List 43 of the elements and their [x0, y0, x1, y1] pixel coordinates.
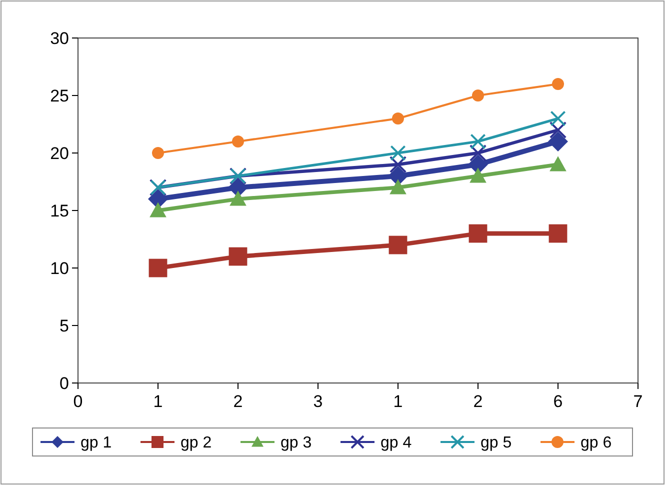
y-tick-label: 10 — [50, 258, 69, 278]
point — [232, 136, 244, 148]
y-tick-label: 0 — [60, 374, 69, 393]
x-tick-label: 2 — [233, 392, 243, 411]
y-tick-label: 20 — [50, 144, 69, 163]
x-tick-label: 1 — [393, 392, 403, 411]
y-tick-label: 30 — [50, 28, 69, 48]
legend-label: gp 5 — [480, 434, 512, 452]
x-tick-label: 7 — [633, 392, 643, 411]
point — [548, 132, 568, 152]
point — [549, 121, 567, 139]
legend-label: gp 1 — [80, 434, 112, 452]
point — [228, 247, 248, 266]
point — [472, 90, 484, 102]
y-tick-label: 5 — [60, 316, 69, 336]
point — [389, 156, 407, 174]
y-tick-label: 15 — [50, 201, 69, 220]
x-tick-label: 0 — [73, 392, 83, 411]
point — [390, 145, 406, 161]
legend-label: gp 4 — [380, 434, 412, 452]
x-tick-label: 3 — [313, 392, 323, 411]
legend-label: gp 6 — [580, 434, 612, 452]
point — [550, 156, 566, 172]
point — [469, 144, 487, 162]
point — [390, 179, 406, 194]
point — [550, 110, 566, 126]
point — [392, 112, 404, 124]
point — [548, 224, 568, 243]
point — [388, 236, 408, 254]
y-tick-label: 25 — [50, 86, 69, 106]
x-tick-label: 2 — [473, 392, 483, 411]
point — [148, 258, 168, 278]
point — [152, 147, 164, 159]
point — [150, 202, 166, 218]
point — [470, 168, 486, 183]
point — [552, 78, 564, 90]
legend-label: gp 2 — [180, 434, 212, 452]
point — [468, 224, 488, 243]
legend-label: gp 3 — [280, 434, 312, 452]
x-tick-label: 6 — [553, 392, 563, 411]
point — [230, 190, 246, 206]
x-tick-label: 1 — [153, 392, 163, 411]
point — [470, 134, 486, 150]
